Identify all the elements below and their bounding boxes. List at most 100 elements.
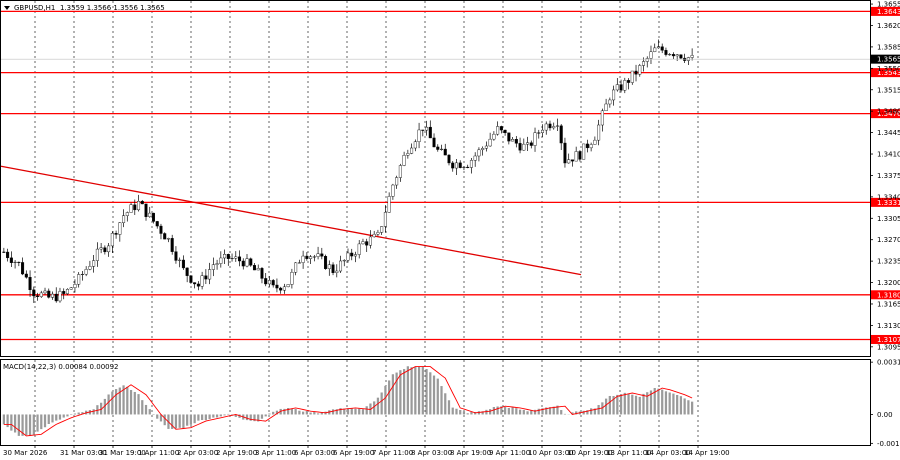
- candle-body: [391, 184, 395, 197]
- candle-body: [174, 251, 178, 261]
- candle-body: [406, 153, 410, 156]
- candle-body: [230, 258, 234, 260]
- candle-body: [223, 254, 227, 259]
- candle-body: [353, 254, 357, 257]
- x-tick-label: 10 Apr 19:00: [567, 449, 613, 457]
- time-axis: 30 Mar 2026 31 Mar 03:0031 Mar 19:001 Apr…: [3, 445, 730, 457]
- candle-body: [324, 256, 328, 269]
- level-tag-label: 1.3643: [877, 8, 900, 16]
- candles: 1.3565: [1, 39, 900, 303]
- candle-body: [488, 138, 492, 147]
- candle-body: [660, 46, 664, 51]
- trendline[interactable]: [0, 165, 582, 276]
- candle-body: [159, 225, 163, 234]
- x-tick-label: 31 Mar 19:00: [99, 449, 146, 457]
- x-tick-label: 13 Apr 11:00: [606, 449, 652, 457]
- x-tick-label: 31 Mar 03:00: [60, 449, 107, 457]
- candle-body: [623, 80, 627, 91]
- symbol-label: GBPUSD,H1: [14, 4, 55, 12]
- candle-body: [612, 89, 616, 101]
- y-tick-label: 1.3410: [877, 151, 900, 159]
- candle-body: [290, 272, 294, 285]
- candle-body: [484, 145, 488, 149]
- candle-body: [604, 103, 608, 112]
- current-price-tag: [871, 54, 900, 64]
- candle-body: [443, 148, 447, 156]
- y-tick-label: 1.3550: [877, 65, 900, 73]
- candle-body: [166, 238, 170, 240]
- candle-body: [402, 155, 406, 166]
- candle-body: [425, 126, 429, 131]
- candle-body: [627, 80, 631, 83]
- candle-body: [641, 61, 646, 66]
- candle-body: [522, 143, 526, 151]
- candle-body: [114, 233, 118, 235]
- candle-body: [148, 212, 152, 217]
- candle-body: [110, 233, 114, 247]
- candle-body: [481, 148, 485, 151]
- y-tick-label: 1.3585: [877, 43, 900, 51]
- candle-body: [2, 251, 6, 253]
- candle-body: [387, 196, 391, 213]
- candle-body: [593, 139, 597, 145]
- candle-body: [211, 264, 215, 270]
- macd-pane[interactable]: [0, 359, 871, 446]
- candle-body: [664, 50, 668, 55]
- ohlc-readout: 1.3559 1.3566 1.3556 1.3565: [60, 4, 165, 12]
- candle-body: [305, 255, 309, 259]
- chevron-down-icon[interactable]: [4, 6, 10, 10]
- price-pane[interactable]: [0, 0, 871, 357]
- candle-body: [361, 241, 365, 245]
- candle-body: [533, 132, 537, 146]
- candle-body: [368, 236, 372, 246]
- candle-body: [137, 201, 141, 211]
- horizontal-levels[interactable]: 1.3643 1.3543 1.3476 1.3331 1.3180 1.3107: [1, 6, 900, 344]
- candle-body: [43, 290, 47, 294]
- y-tick-label: 1.3515: [877, 86, 900, 94]
- candle-body: [155, 221, 159, 227]
- candle-body: [327, 264, 331, 269]
- level-tag-label: 1.3107: [877, 336, 900, 344]
- y-tick-label: 1.3480: [877, 108, 900, 116]
- candle-body: [578, 151, 582, 160]
- candle-body: [163, 233, 167, 240]
- candle-body: [301, 255, 305, 263]
- candle-body: [178, 259, 182, 261]
- candle-body: [518, 143, 522, 151]
- candle-body: [440, 148, 444, 150]
- macd-signal-line: [3, 366, 693, 437]
- candle-body: [608, 99, 612, 105]
- candle-body: [208, 269, 212, 280]
- candle-body: [365, 241, 369, 246]
- candle-body: [129, 204, 133, 213]
- candle-body: [477, 149, 481, 157]
- y-tick-label: 1.3445: [877, 129, 900, 137]
- y-tick-label: 1.3655: [877, 1, 900, 9]
- candle-body: [413, 141, 417, 149]
- candle-body: [514, 139, 518, 144]
- macd-histogram: [2, 366, 694, 437]
- candle-body: [32, 289, 36, 297]
- level-tag: [871, 6, 900, 16]
- trendline-group[interactable]: [0, 165, 582, 276]
- candle-body: [260, 268, 264, 279]
- candle-body: [600, 110, 604, 126]
- candle-body: [6, 251, 10, 259]
- x-tick-label: 10 Apr 03:00: [528, 449, 574, 457]
- candle-body: [92, 260, 96, 267]
- macd-label: MACD(14,22,3) 0.00084 0.00092: [3, 363, 119, 371]
- candle-body: [417, 129, 421, 142]
- candle-body: [21, 262, 25, 275]
- candle-body: [398, 165, 402, 178]
- candle-body: [256, 268, 260, 271]
- candle-body: [357, 243, 361, 255]
- candle-body: [451, 162, 455, 169]
- candle-body: [428, 126, 432, 139]
- x-tick-label: 3 Apr 11:00: [255, 449, 296, 457]
- y-tick-label: 1.3095: [877, 343, 900, 351]
- candle-body: [432, 137, 436, 148]
- candle-body: [144, 203, 148, 217]
- candle-body: [47, 290, 51, 298]
- x-tick-label: 6 Apr 03:00: [294, 449, 335, 457]
